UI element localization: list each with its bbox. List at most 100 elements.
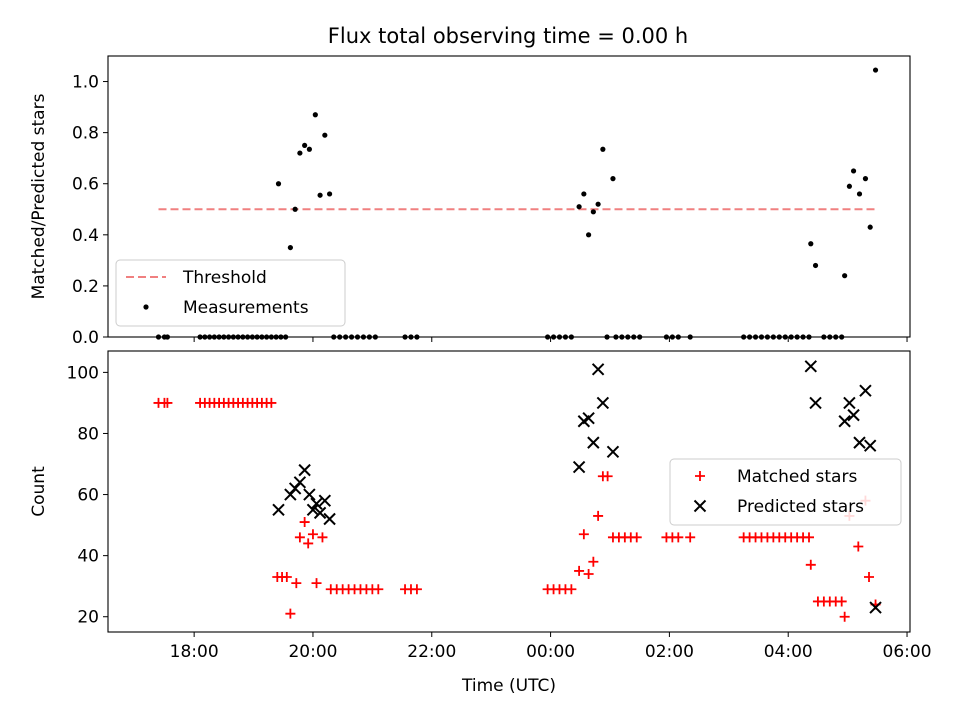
y-tick-label: 0.0 [72, 328, 99, 348]
y-tick-label: 0.2 [72, 277, 99, 297]
matched-star-point [311, 578, 322, 589]
measurement-point [867, 224, 873, 230]
measurement-point [312, 112, 318, 118]
chart-title: Flux total observing time = 0.00 h [328, 24, 688, 48]
matched-star-point [566, 584, 577, 595]
predicted-star-point [596, 396, 610, 410]
x-tick-label: 22:00 [407, 642, 456, 662]
matched-star-point [299, 517, 310, 528]
measurement-point [576, 204, 582, 210]
matched-star-point [373, 584, 384, 595]
legend-predicted-label: Predicted stars [737, 497, 864, 517]
predicted-star-point [587, 436, 600, 449]
matched-star-point [266, 397, 277, 408]
matched-star-point [853, 541, 864, 552]
measurement-point [297, 150, 303, 156]
y-tick-label: 0.6 [72, 175, 99, 195]
predicted-star-point [809, 396, 822, 410]
predicted-star-point [869, 601, 882, 614]
y-tick-label: 40 [77, 547, 99, 567]
matched-star-point [864, 572, 875, 583]
y-tick-label: 100 [67, 363, 99, 383]
measurement-point [856, 191, 863, 197]
measurement-point [600, 146, 606, 152]
y-tick-label: 60 [77, 486, 99, 506]
legend-predicted-swatch [693, 499, 707, 513]
measurement-point [317, 192, 323, 198]
x-axis-label: Time (UTC) [461, 676, 556, 696]
measurement-point [275, 181, 282, 187]
measurement-point [846, 183, 853, 189]
measurement-point [586, 232, 592, 238]
y-tick-label: 1.0 [72, 73, 99, 93]
x-tick-label: 06:00 [883, 642, 932, 662]
matched-star-point [291, 578, 302, 589]
x-tick-label: 20:00 [288, 642, 337, 662]
x-tick-label: 04:00 [764, 642, 813, 662]
predicted-star-point [272, 503, 285, 517]
matched-star-point [583, 568, 594, 579]
predicted-star-point [323, 512, 336, 526]
matched-star-point [303, 538, 314, 549]
measurement-point [850, 168, 857, 174]
measurement-point [610, 176, 616, 182]
matched-star-point [673, 532, 684, 543]
bottom-panel: 20 40 60 80 100 18:00 20:00 22:00 00:00 02:00 04:0… [29, 350, 932, 696]
matched-star-point [281, 572, 292, 583]
matched-star-point [836, 596, 847, 607]
legend-measurements-label: Measurements [183, 298, 309, 318]
measurement-point [326, 191, 333, 197]
axes-frame [107, 350, 911, 633]
measurement-point [302, 142, 308, 149]
measurement-point [590, 209, 596, 215]
x-tick-label: 00:00 [526, 642, 575, 662]
predicted-star-point [591, 363, 605, 376]
top-panel: 0.0 0.2 0.4 0.6 0.8 1.0 Matched/Predicted star… [29, 55, 911, 348]
predicted-star-point [843, 396, 856, 410]
predicted-star-point [306, 503, 320, 517]
predicted-star-point [582, 411, 595, 425]
measurement-point [581, 191, 587, 197]
predicted-star-point [859, 384, 872, 397]
measurement-point [322, 132, 328, 138]
matched-star-point [411, 584, 422, 595]
matched-star-point [602, 471, 613, 482]
matched-star-point [578, 529, 589, 540]
matched-star-point [631, 532, 642, 543]
predicted-star-point [606, 445, 620, 459]
matched-star-point [804, 532, 815, 543]
legend-matched-label: Matched stars [737, 467, 857, 487]
matched-star-point [285, 608, 296, 619]
measurement-point [808, 241, 814, 247]
x-tick-label: 02:00 [645, 642, 694, 662]
predicted-star-point [863, 439, 877, 452]
predicted-star-point [572, 460, 586, 474]
measurement-point [292, 206, 298, 212]
predicted-star-point [318, 494, 332, 507]
matched-star-point [294, 532, 305, 543]
predicted-star-point [838, 415, 851, 428]
axes-frame [107, 55, 911, 338]
matched-star-point [593, 510, 604, 521]
predicted-star-point [853, 436, 866, 449]
matched-star-point [839, 611, 850, 622]
legend-box [115, 259, 346, 327]
measurement-point [862, 176, 869, 182]
y-tick-label: 0.4 [72, 226, 99, 246]
measurement-point [287, 244, 293, 251]
predicted-star-point [313, 506, 327, 520]
predicted-star-point [310, 497, 323, 510]
x-tick-label: 18:00 [170, 642, 219, 662]
y-tick-label: 0.8 [72, 124, 99, 144]
y-tick-label: 20 [77, 608, 99, 628]
predicted-star-point [804, 360, 817, 373]
measurement-point [842, 273, 848, 279]
measurement-point [306, 146, 312, 152]
matched-star-point [685, 532, 696, 543]
legend-measurements-swatch [143, 304, 149, 310]
measurement-point [872, 67, 879, 73]
matched-star-point [805, 559, 816, 570]
legend-matched-swatch [695, 471, 705, 481]
